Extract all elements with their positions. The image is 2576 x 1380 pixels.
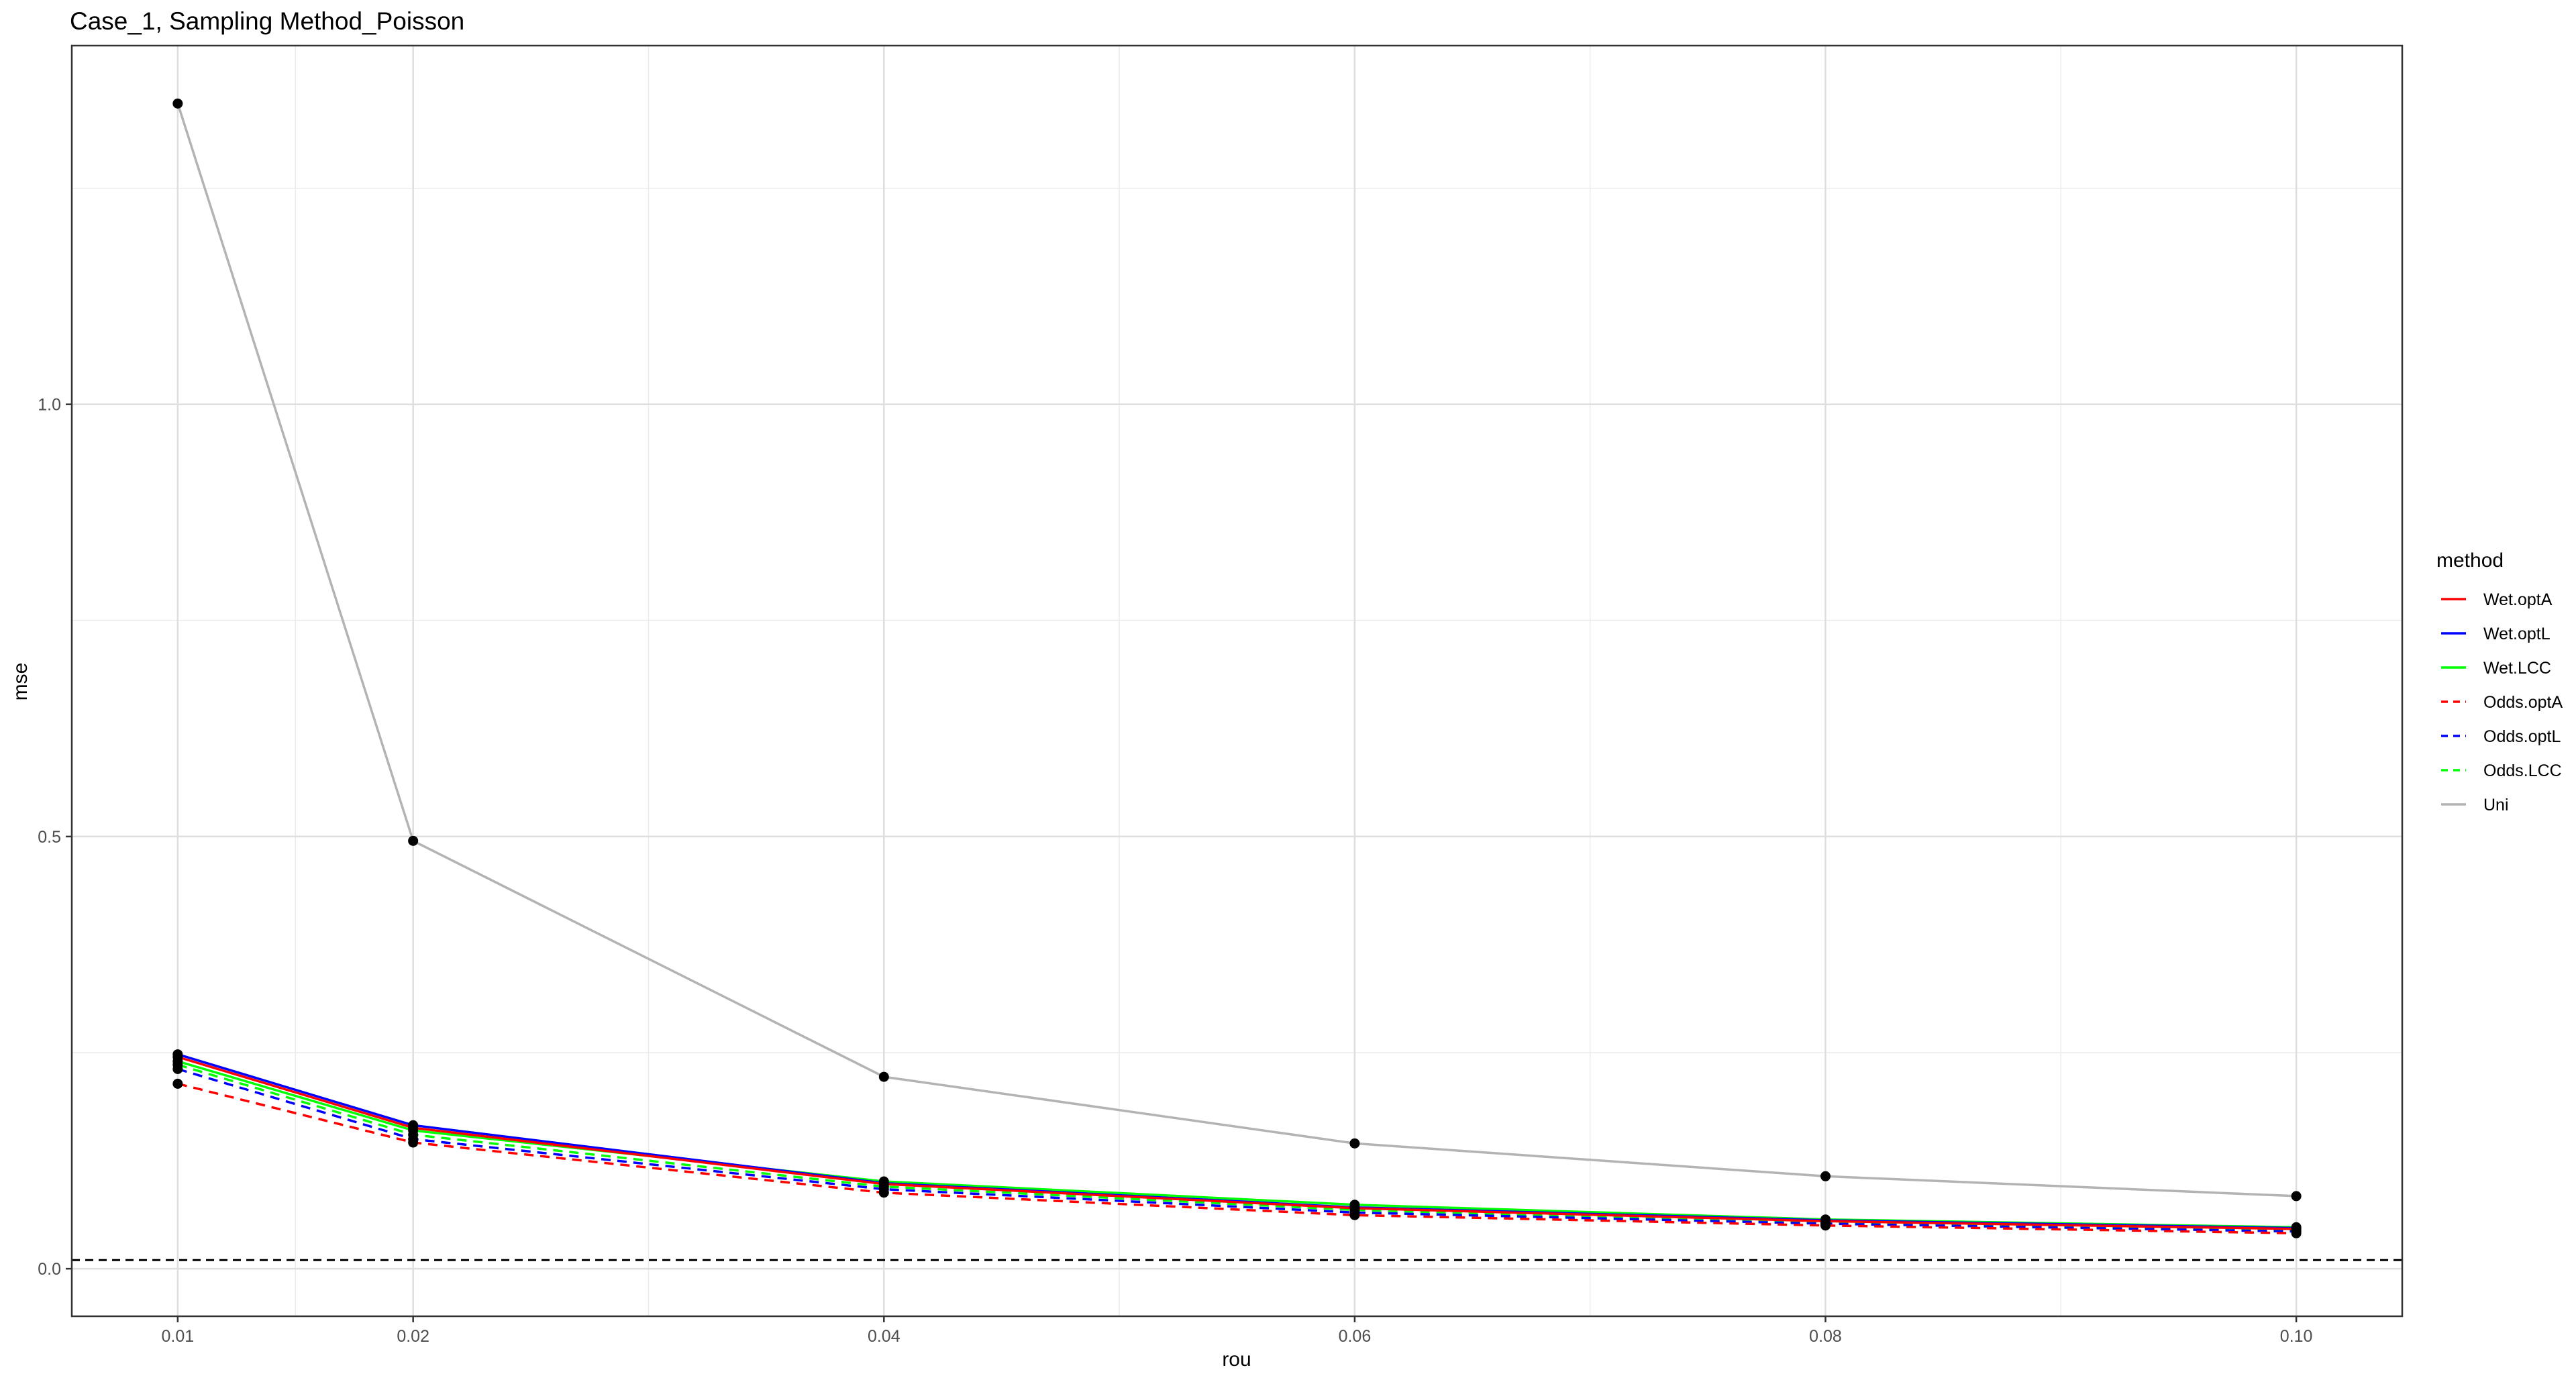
legend-label-odds-lcc: Odds.LCC [2483, 761, 2562, 780]
data-point-uni [878, 1071, 889, 1082]
x-tick-label: 0.01 [162, 1327, 195, 1346]
data-point-odds-lcc [172, 1059, 183, 1070]
data-point-odds-lcc [1349, 1205, 1360, 1216]
x-tick-label: 0.04 [868, 1327, 900, 1346]
y-tick-label: 0.0 [38, 1260, 61, 1279]
legend-label-odds-opta: Odds.optA [2483, 693, 2563, 712]
series-line-odds-opta [177, 1082, 2297, 1235]
data-point-uni [1349, 1138, 1360, 1149]
data-point-odds-lcc [408, 1129, 419, 1140]
series-line-odds-optl [177, 1067, 2297, 1233]
data-point-uni [1820, 1171, 1831, 1181]
y-tick-label: 1.0 [38, 396, 61, 415]
legend-title: method [2436, 549, 2504, 572]
x-tick-label: 0.10 [2280, 1327, 2313, 1346]
plot-panel-background [72, 46, 2402, 1316]
x-axis-title: rou [1222, 1348, 1251, 1371]
legend-label-odds-optl: Odds.optL [2483, 727, 2561, 746]
y-axis-title: mse [9, 663, 32, 701]
legend-label-wet-lcc: Wet.LCC [2483, 659, 2551, 678]
legend-label-wet-optl: Wet.optL [2483, 625, 2551, 643]
plot-area: 0.01 0.02 0.04 0.06 0.08 0.10 0.0 0.5 1.0 [38, 44, 2404, 1346]
data-point-wet-optl [172, 1049, 183, 1060]
data-point-uni [408, 835, 419, 846]
y-tick-label: 0.5 [38, 828, 61, 847]
data-point-odds-lcc [1820, 1218, 1831, 1228]
x-tick-label: 0.02 [397, 1327, 429, 1346]
legend-label-uni: Uni [2483, 796, 2509, 814]
chart-title: Case_1, Sampling Method_Poisson [70, 7, 464, 35]
data-point-odds-opta [172, 1078, 183, 1089]
series-line-uni [176, 103, 2297, 1198]
data-point-uni [172, 98, 183, 109]
data-point-odds-lcc [2291, 1225, 2302, 1236]
legend: method Wet.optA Wet.optL Wet.LCC Odds.optA O… [2436, 549, 2563, 814]
legend-label-wet-opta: Wet.optA [2483, 590, 2553, 609]
x-tick-label: 0.06 [1339, 1327, 1372, 1346]
legend-items: Wet.optA Wet.optL Wet.LCC Odds.optA Odds.opt… [2441, 590, 2563, 814]
data-point-odds-lcc [878, 1181, 889, 1192]
data-point-uni [2291, 1191, 2302, 1202]
series-line-wet-opta [177, 1055, 2297, 1230]
x-tick-label: 0.08 [1809, 1327, 1842, 1346]
plot-panel-border [70, 44, 2404, 1318]
